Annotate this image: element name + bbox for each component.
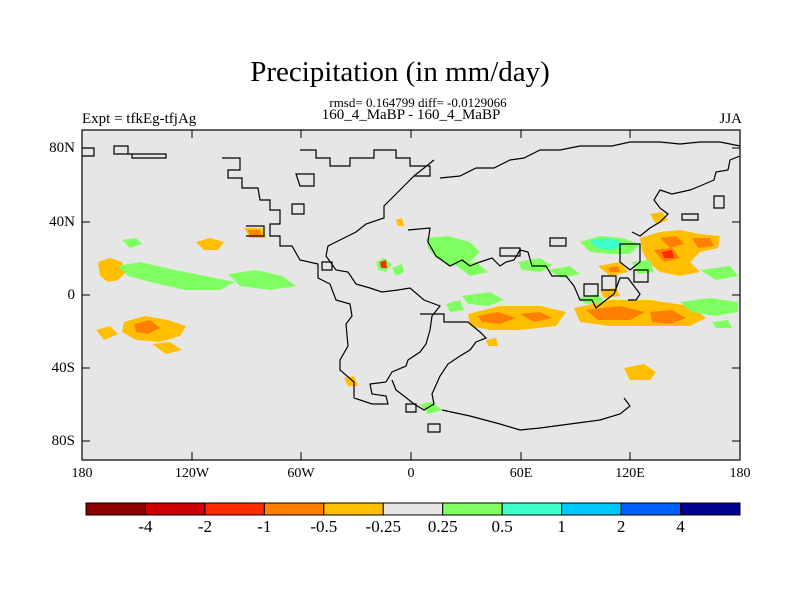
lat-tick-label: 0 [67, 287, 76, 303]
precip-anomaly-shading [96, 212, 738, 414]
lon-tick-label: 120E [615, 466, 645, 481]
colorbar-label: 4 [676, 517, 685, 536]
lon-tick-label: 120W [174, 466, 210, 481]
lon-tick-label: 180 [71, 466, 93, 481]
coastlines [82, 141, 741, 433]
colorbar [85, 502, 741, 516]
experiment-label: Expt = tfkEg-tfjAg [82, 111, 197, 127]
colorbar-box [442, 502, 503, 516]
colorbar-box [501, 502, 563, 516]
lat-tick-label: 80S [51, 433, 75, 449]
colorbar-box [263, 502, 325, 516]
plot-title: Precipitation (in mm/day) [250, 56, 550, 88]
lat-tick-label: 40N [49, 214, 75, 230]
colorbar-label: -4 [138, 517, 153, 536]
lon-tick-label: 180 [729, 466, 751, 481]
lon-tick-label: 0 [407, 466, 415, 481]
colorbar-label: -2 [197, 517, 212, 536]
colorbar-label: -0.25 [365, 517, 401, 536]
stats-line: rmsd= 0.164799 diff= -0.0129066 [329, 95, 507, 110]
colorbar-box [204, 502, 265, 516]
lat-tick-label: 80N [49, 140, 75, 156]
colorbar-box [85, 502, 146, 516]
colorbar-label: -1 [257, 517, 272, 536]
colorbar-label: 2 [616, 517, 626, 536]
colorbar-label: 0.5 [491, 517, 513, 536]
map-background [82, 130, 740, 460]
colorbar-box [680, 502, 741, 516]
colorbar-label: -0.5 [310, 517, 338, 536]
colorbar-box [561, 502, 622, 516]
colorbar-label: 0.25 [427, 517, 458, 536]
colorbar-box [144, 502, 206, 516]
colorbar-label: 1 [557, 517, 566, 536]
axis-ticks [82, 130, 740, 460]
lon-tick-label: 60E [509, 466, 533, 481]
lon-tick-label: 60W [287, 466, 315, 481]
colorbar-box [382, 502, 444, 516]
colorbar-box [323, 502, 384, 516]
run-line: 160_4_MaBP - 160_4_MaBP [321, 107, 501, 123]
lat-tick-label: 40S [51, 360, 75, 376]
colorbar-box [620, 502, 682, 516]
season-label: JJA [719, 111, 742, 127]
